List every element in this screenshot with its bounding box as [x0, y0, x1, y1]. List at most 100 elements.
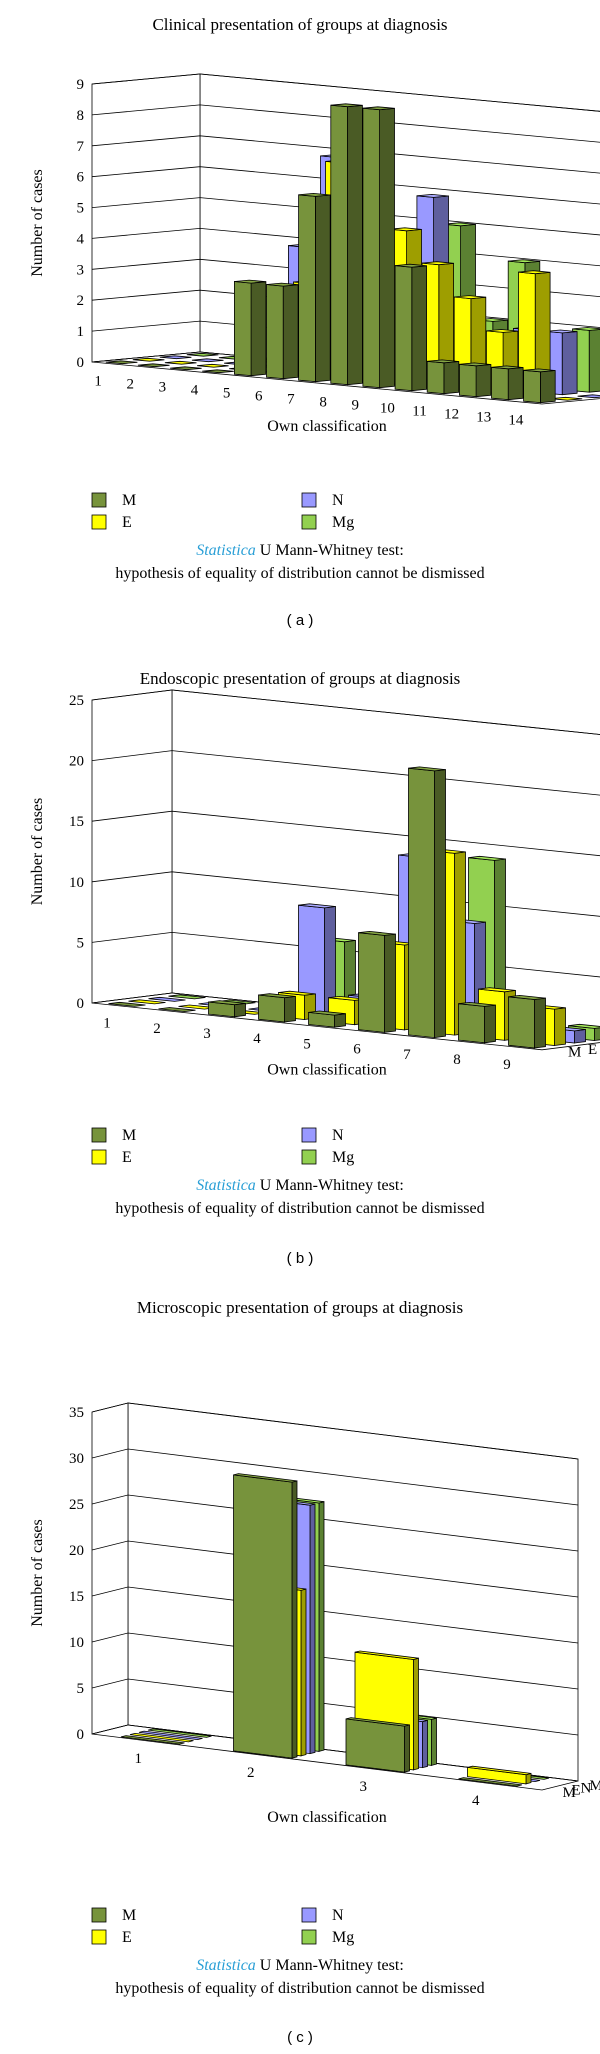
x-tick-label: 3 — [203, 1026, 211, 1042]
legend-item-N: N — [301, 1907, 344, 1924]
bar-N-1 — [159, 355, 192, 360]
side-wall — [91, 689, 173, 1004]
bar-Mg-1 — [168, 994, 206, 1000]
bar-front — [426, 360, 445, 395]
bar-top — [234, 279, 266, 284]
bar-side — [250, 281, 267, 377]
bar-top — [395, 263, 427, 268]
bar-side — [588, 329, 600, 393]
bar-top — [427, 359, 459, 364]
bar-top — [298, 903, 336, 909]
bar-E-2 — [164, 360, 197, 365]
x-tick-label: 8 — [319, 395, 327, 411]
bar-zero-tile — [158, 1007, 196, 1013]
bar-side — [379, 107, 395, 389]
bar-M-3 — [345, 1717, 410, 1773]
note-line-2: hypothesis of equality of distribution c… — [115, 1980, 484, 1997]
bar-zero-tile — [577, 394, 600, 399]
legend-swatch — [301, 514, 317, 530]
gridline — [91, 1540, 579, 1598]
bar-top — [358, 930, 396, 936]
bar-front — [233, 1474, 293, 1759]
bar-front — [266, 284, 284, 380]
gridline — [91, 104, 600, 143]
bar-zero-tile — [550, 396, 583, 401]
bar-N-1 — [148, 996, 186, 1002]
legend-label: E — [122, 1929, 132, 1946]
y-tick-label: 25 — [69, 1497, 84, 1513]
bar-M-1 — [108, 1001, 146, 1007]
x-tick-label: 2 — [153, 1021, 161, 1037]
bar-top — [389, 227, 422, 232]
legend-swatch — [301, 1127, 317, 1143]
bar-side — [434, 769, 446, 1039]
bar-side — [574, 1029, 586, 1044]
bar-zero-tile — [120, 1735, 185, 1745]
y-tick-label: 6 — [77, 170, 85, 186]
bar-E-1 — [128, 999, 166, 1005]
bar-zero-tile — [164, 360, 197, 365]
x-tick-label: 11 — [412, 404, 426, 420]
bar-M-12 — [458, 362, 492, 398]
legend-item-E: E — [91, 1929, 132, 1946]
y-tick-label: 5 — [77, 935, 85, 951]
note-line-1: Statistica U Mann-Whitney test: — [196, 1177, 404, 1194]
bar-M-4 — [202, 369, 234, 374]
bar-front — [258, 994, 285, 1023]
bar-M-3 — [208, 1000, 246, 1018]
bar-front — [458, 363, 477, 398]
x-axis-label: Own classification — [267, 418, 387, 435]
depth-label-Mg: Mg — [590, 1778, 600, 1794]
bar-side — [525, 1772, 532, 1785]
y-axis-label: Number of cases — [29, 798, 46, 906]
x-tick-label: 1 — [103, 1016, 111, 1032]
chart-3: Microscopic presentation of groups at di… — [29, 1298, 600, 2046]
x-tick-label: 3 — [360, 1779, 368, 1795]
bar-front — [408, 767, 435, 1039]
gridline — [91, 810, 600, 857]
chart-title: Microscopic presentation of groups at di… — [137, 1298, 463, 1317]
x-tick-label: 10 — [380, 401, 395, 417]
bar-M-6 — [266, 282, 299, 380]
x-tick-label: 9 — [351, 398, 359, 414]
bar-E-1 — [129, 1732, 194, 1743]
bar-top — [266, 282, 299, 287]
bar-M-7 — [408, 766, 446, 1039]
y-tick-label: 30 — [69, 1451, 84, 1467]
bar-side — [431, 1717, 437, 1766]
legend-item-E: E — [91, 1149, 132, 1166]
bar-zero-tile — [129, 1732, 194, 1743]
gridline — [91, 1678, 579, 1736]
bar-side — [314, 194, 331, 383]
bar-M-8 — [458, 1001, 496, 1044]
bar-zero-tile — [132, 357, 165, 362]
bar-zero-tile — [148, 996, 186, 1002]
bar-M-2 — [137, 363, 170, 368]
bar-front — [330, 104, 348, 386]
bar-side — [594, 1027, 600, 1041]
legend: M N E Mg — [91, 1907, 354, 1946]
y-tick-label: 20 — [69, 1543, 84, 1559]
note-line-1: Statistica U Mann-Whitney test: — [196, 1957, 404, 1974]
x-axis-label: Own classification — [267, 1061, 387, 1078]
x-tick-label: 5 — [303, 1036, 311, 1052]
bar-M-9 — [362, 106, 395, 389]
bar-zero-tile — [128, 999, 166, 1005]
y-tick-label: 4 — [77, 231, 85, 247]
y-tick-label: 7 — [77, 139, 85, 155]
bar-side — [411, 265, 428, 392]
bar-front — [458, 1003, 485, 1044]
bar-N-1 — [138, 1730, 203, 1741]
legend-swatch — [91, 492, 107, 508]
bar-N-2 — [191, 358, 224, 363]
note-test-name: U Mann-Whitney test: — [256, 1177, 404, 1194]
panel-label: ( b ) — [287, 1250, 314, 1267]
gridline — [91, 1402, 579, 1460]
bar-side — [404, 1724, 410, 1773]
gridline — [91, 289, 600, 328]
note-line-2: hypothesis of equality of distribution c… — [115, 1200, 484, 1217]
legend-label: N — [332, 492, 344, 509]
legend-item-N: N — [301, 492, 344, 509]
bar-side — [347, 104, 363, 386]
bar-front — [298, 194, 316, 383]
